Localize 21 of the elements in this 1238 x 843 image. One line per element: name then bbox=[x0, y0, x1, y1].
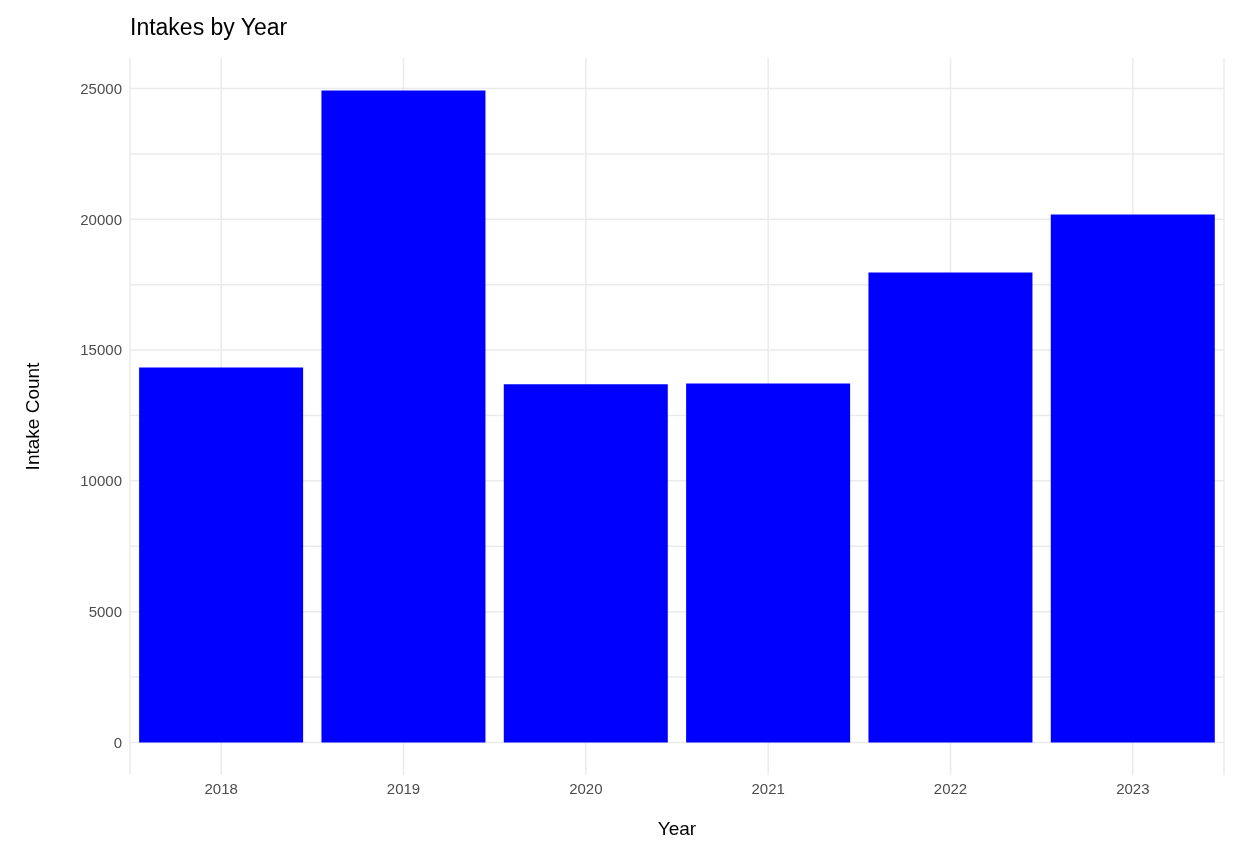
bar bbox=[868, 272, 1033, 743]
y-tick-label: 15000 bbox=[80, 341, 122, 359]
bar bbox=[321, 90, 486, 743]
y-tick-label: 10000 bbox=[80, 472, 122, 490]
bar bbox=[1050, 214, 1215, 743]
y-tick-label: 20000 bbox=[80, 210, 122, 228]
y-tick-label: 25000 bbox=[80, 79, 122, 97]
bar bbox=[139, 367, 304, 743]
x-tick-label: 2020 bbox=[569, 779, 603, 797]
x-tick-label: 2023 bbox=[1116, 779, 1150, 797]
x-tick-label: 2019 bbox=[386, 779, 421, 797]
y-tick-label: 0 bbox=[113, 733, 122, 751]
y-axis-title: Intake Count bbox=[21, 361, 43, 471]
chart-title: Intakes by Year bbox=[130, 14, 288, 41]
x-tick-label: 2021 bbox=[751, 779, 785, 797]
x-tick-label: 2018 bbox=[204, 779, 238, 797]
bar bbox=[686, 383, 851, 743]
y-tick-label: 5000 bbox=[88, 602, 122, 620]
x-axis-title: Year bbox=[657, 818, 697, 839]
bar bbox=[503, 384, 668, 743]
x-tick-label: 2022 bbox=[933, 779, 968, 797]
